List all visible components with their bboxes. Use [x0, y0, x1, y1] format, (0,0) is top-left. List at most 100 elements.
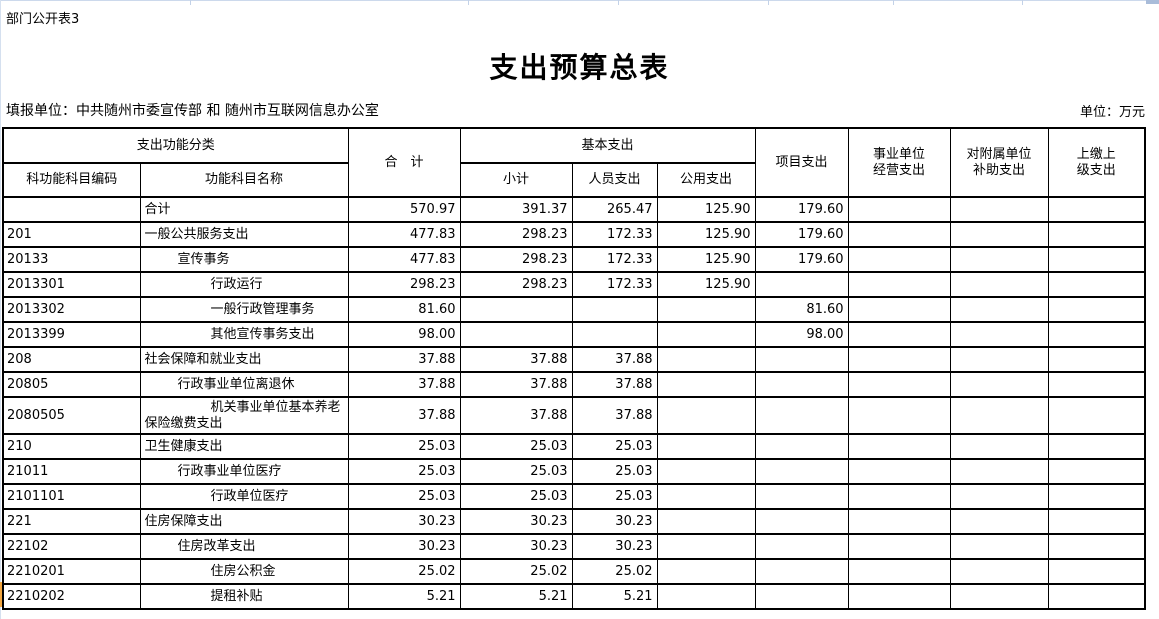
cell-value[interactable]: [754, 458, 849, 485]
cell-code[interactable]: 208: [2, 346, 141, 373]
cell-code[interactable]: 2210201: [2, 558, 141, 585]
header-basic-group[interactable]: 基本支出: [459, 127, 756, 164]
cell-value[interactable]: [847, 221, 951, 248]
cell-value[interactable]: [656, 396, 756, 435]
cell-value[interactable]: [847, 433, 951, 460]
cell-value[interactable]: 25.03: [571, 458, 658, 485]
cell-value[interactable]: 30.23: [459, 533, 573, 560]
cell-value[interactable]: [656, 321, 756, 348]
cell-value[interactable]: 125.90: [656, 271, 756, 298]
cell-value[interactable]: 298.23: [459, 271, 573, 298]
cell-value[interactable]: 298.23: [459, 221, 573, 248]
cell-value[interactable]: 25.03: [347, 458, 461, 485]
cell-value[interactable]: 179.60: [754, 221, 849, 248]
cell-value[interactable]: 81.60: [347, 296, 461, 323]
cell-value[interactable]: [949, 508, 1049, 535]
cell-value[interactable]: [459, 321, 573, 348]
cell-name[interactable]: 住房改革支出: [139, 533, 349, 560]
cell-value[interactable]: 172.33: [571, 246, 658, 273]
cell-value[interactable]: [847, 483, 951, 510]
header-upper[interactable]: 上缴上 级支出: [1047, 127, 1146, 198]
cell-name[interactable]: 提租补贴: [139, 583, 349, 610]
cell-value[interactable]: [847, 458, 951, 485]
cell-value[interactable]: [656, 533, 756, 560]
cell-value[interactable]: 37.88: [347, 371, 461, 398]
header-code[interactable]: 科功能科目编码: [2, 162, 141, 198]
cell-value[interactable]: [949, 583, 1049, 610]
cell-code[interactable]: 2013301: [2, 271, 141, 298]
cell-value[interactable]: 37.88: [571, 396, 658, 435]
cell-value[interactable]: [949, 558, 1049, 585]
cell-value[interactable]: [656, 346, 756, 373]
cell-value[interactable]: [754, 433, 849, 460]
cell-value[interactable]: [949, 196, 1049, 223]
cell-value[interactable]: [847, 346, 951, 373]
cell-value[interactable]: [1047, 196, 1146, 223]
cell-value[interactable]: [656, 483, 756, 510]
cell-code[interactable]: [2, 196, 141, 223]
header-function-group[interactable]: 支出功能分类: [2, 127, 349, 164]
cell-value[interactable]: 37.88: [459, 396, 573, 435]
cell-value[interactable]: 391.37: [459, 196, 573, 223]
cell-name[interactable]: 一般行政管理事务: [139, 296, 349, 323]
cell-value[interactable]: [1047, 396, 1146, 435]
cell-code[interactable]: 20805: [2, 371, 141, 398]
cell-name[interactable]: 机关事业单位基本养老保险缴费支出: [139, 396, 349, 435]
cell-name[interactable]: 住房公积金: [139, 558, 349, 585]
cell-value[interactable]: [1047, 483, 1146, 510]
cell-value[interactable]: 125.90: [656, 221, 756, 248]
cell-value[interactable]: 98.00: [754, 321, 849, 348]
cell-value[interactable]: 5.21: [347, 583, 461, 610]
cell-value[interactable]: [847, 196, 951, 223]
cell-value[interactable]: 172.33: [571, 221, 658, 248]
cell-name[interactable]: 宣传事务: [139, 246, 349, 273]
cell-value[interactable]: [571, 321, 658, 348]
cell-code[interactable]: 2013399: [2, 321, 141, 348]
cell-value[interactable]: 25.03: [347, 433, 461, 460]
cell-value[interactable]: [1047, 558, 1146, 585]
cell-value[interactable]: [1047, 458, 1146, 485]
cell-value[interactable]: 30.23: [347, 508, 461, 535]
cell-value[interactable]: [656, 371, 756, 398]
header-name[interactable]: 功能科目名称: [139, 162, 349, 198]
cell-value[interactable]: [949, 433, 1049, 460]
cell-value[interactable]: 298.23: [347, 271, 461, 298]
cell-value[interactable]: 98.00: [347, 321, 461, 348]
cell-value[interactable]: [1047, 508, 1146, 535]
cell-name[interactable]: 合计: [139, 196, 349, 223]
cell-value[interactable]: [949, 221, 1049, 248]
cell-value[interactable]: [754, 396, 849, 435]
cell-name[interactable]: 一般公共服务支出: [139, 221, 349, 248]
cell-value[interactable]: [754, 483, 849, 510]
cell-value[interactable]: 25.03: [571, 483, 658, 510]
cell-value[interactable]: [1047, 371, 1146, 398]
cell-value[interactable]: 25.03: [459, 483, 573, 510]
cell-value[interactable]: [847, 558, 951, 585]
cell-value[interactable]: [754, 346, 849, 373]
cell-value[interactable]: 477.83: [347, 246, 461, 273]
cell-value[interactable]: 179.60: [754, 246, 849, 273]
cell-code[interactable]: 2101101: [2, 483, 141, 510]
cell-value[interactable]: 25.03: [459, 433, 573, 460]
cell-name[interactable]: 行政事业单位医疗: [139, 458, 349, 485]
cell-value[interactable]: [754, 271, 849, 298]
cell-value[interactable]: [949, 271, 1049, 298]
header-public[interactable]: 公用支出: [656, 162, 756, 198]
cell-value[interactable]: [656, 508, 756, 535]
cell-value[interactable]: [1047, 296, 1146, 323]
cell-value[interactable]: 37.88: [459, 346, 573, 373]
cell-value[interactable]: 37.88: [571, 371, 658, 398]
cell-name[interactable]: 行政单位医疗: [139, 483, 349, 510]
cell-value[interactable]: [949, 296, 1049, 323]
cell-value[interactable]: [847, 246, 951, 273]
cell-value[interactable]: [656, 433, 756, 460]
cell-value[interactable]: [656, 583, 756, 610]
cell-value[interactable]: [1047, 433, 1146, 460]
cell-value[interactable]: [949, 346, 1049, 373]
cell-code[interactable]: 2013302: [2, 296, 141, 323]
cell-value[interactable]: 477.83: [347, 221, 461, 248]
cell-value[interactable]: 5.21: [571, 583, 658, 610]
cell-name[interactable]: 其他宣传事务支出: [139, 321, 349, 348]
cell-value[interactable]: [1047, 221, 1146, 248]
cell-value[interactable]: 25.03: [347, 483, 461, 510]
